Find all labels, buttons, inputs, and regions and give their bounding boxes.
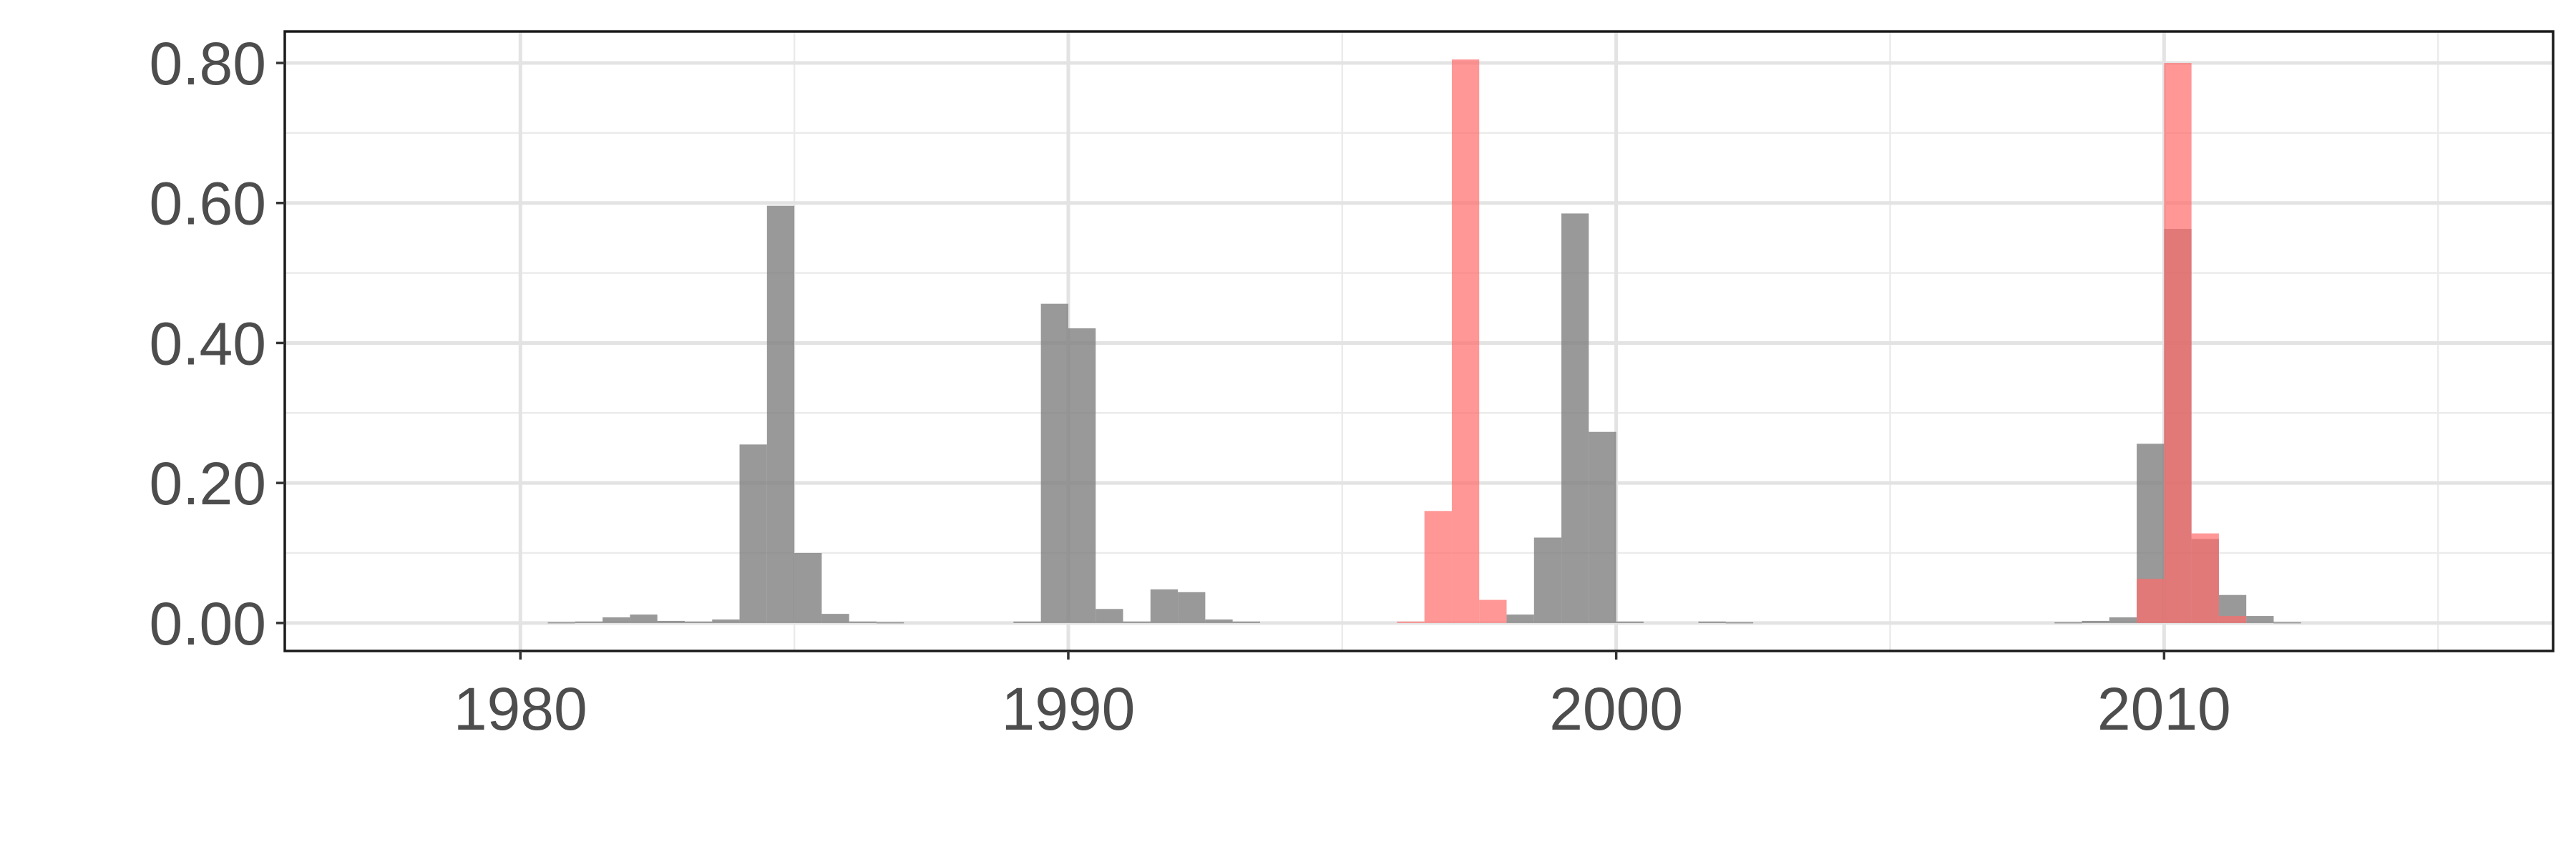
histogram-bar-series-1 <box>1232 621 1260 623</box>
histogram-bar-series-1 <box>821 614 849 623</box>
histogram-bar-series-1 <box>1123 621 1151 623</box>
histogram-bar-series-1 <box>1068 328 1096 623</box>
histogram-bar-series-1 <box>1533 537 1562 623</box>
histogram-bar-series-1 <box>1096 609 1123 623</box>
histogram-bar-series-1 <box>1040 303 1068 623</box>
bar-layer <box>547 59 2301 624</box>
histogram-bar-series-1 <box>766 205 795 623</box>
histogram-bar-series-1 <box>2109 617 2137 623</box>
y-tick-label: 0.80 <box>150 30 267 97</box>
y-tick-label: 0.20 <box>150 450 267 517</box>
histogram-bar-series-2 <box>1479 599 1507 623</box>
x-tick-label: 2000 <box>1549 675 1683 743</box>
histogram-bar-series-1 <box>1506 614 1534 623</box>
histogram-bar-series-1 <box>547 622 575 624</box>
histogram-bar-series-1 <box>657 620 685 623</box>
histogram-bar-series-1 <box>630 614 658 623</box>
histogram-bar-series-1 <box>1698 621 1726 623</box>
histogram-bar-series-1 <box>1150 589 1179 623</box>
histogram-bar-series-1 <box>1561 213 1589 623</box>
y-tick-label: 0.00 <box>150 590 267 657</box>
histogram-bar-series-1 <box>1013 621 1041 623</box>
histogram-bar-series-1 <box>1725 622 1754 624</box>
histogram-bar-series-2 <box>1451 59 1480 623</box>
histogram-bar-series-1 <box>849 621 877 623</box>
histogram-bar-series-1 <box>602 617 630 623</box>
histogram-bar-series-1 <box>1616 621 1644 623</box>
histogram-bar-series-1 <box>1589 431 1616 623</box>
histogram-bar-series-2 <box>1397 621 1425 623</box>
histogram-bar-series-2 <box>2137 579 2165 623</box>
histogram-bar-series-1 <box>2082 620 2109 623</box>
histogram-bar-series-1 <box>2054 622 2082 624</box>
histogram-bar-series-1 <box>876 622 904 624</box>
x-tick-label: 1990 <box>1002 675 1136 743</box>
x-tick-label: 2010 <box>2097 675 2231 743</box>
histogram-bar-series-1 <box>1178 592 1206 623</box>
histogram-bar-series-2 <box>2191 533 2219 623</box>
x-tick-label: 1980 <box>454 675 587 743</box>
histogram-bar-series-1 <box>1205 619 1233 623</box>
histogram-bar-series-1 <box>2246 616 2274 623</box>
histogram-bar-series-1 <box>794 553 822 623</box>
histogram-bar-series-2 <box>1424 511 1452 623</box>
histogram-bar-series-1 <box>739 444 767 623</box>
histogram-bar-series-1 <box>2273 622 2301 624</box>
histogram-bar-series-1 <box>684 621 713 623</box>
y-tick-label: 0.40 <box>150 310 267 377</box>
panel-border <box>283 30 2555 652</box>
y-tick-label: 0.60 <box>150 170 267 237</box>
histogram-bar-series-2 <box>2218 616 2247 623</box>
histogram-bar-series-1 <box>712 619 740 623</box>
histogram-bar-series-2 <box>2164 63 2192 623</box>
histogram-bar-series-1 <box>575 621 603 623</box>
axis-layer: 0.00 0.20 0.40 0.60 0.80 1980 1990 2000 2010 <box>150 30 2231 743</box>
